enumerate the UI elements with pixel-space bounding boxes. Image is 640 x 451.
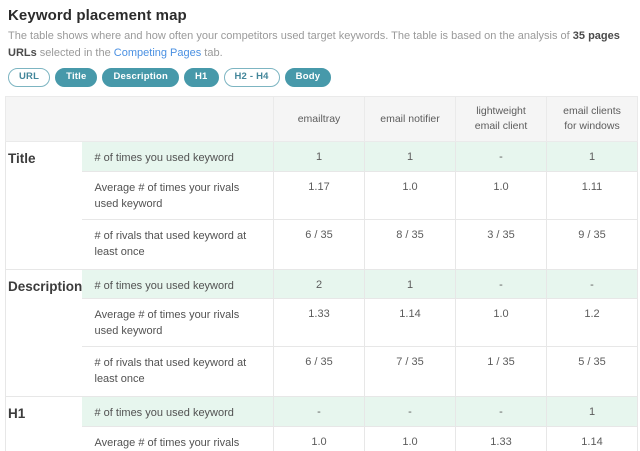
row-label: # of rivals that used keyword at least o… [81, 219, 274, 270]
cell-value: 1.0 [364, 171, 456, 220]
row-label: # of rivals that used keyword at least o… [81, 346, 274, 397]
cell-value: - [546, 269, 638, 299]
table-header-row: emailtray email notifier lightweight ema… [5, 96, 638, 142]
section-label-title: Title [5, 141, 82, 270]
page-title: Keyword placement map [8, 7, 187, 24]
cell-value: 1.33 [455, 426, 547, 451]
table-row: # of rivals that used keyword at least o… [6, 219, 638, 270]
section-label-h1: H1 [5, 396, 82, 451]
description-text-3: tab. [201, 47, 223, 59]
cell-value: - [455, 269, 547, 299]
row-label: # of times you used keyword [81, 269, 274, 299]
cell-value: 9 / 35 [546, 219, 638, 270]
row-label: # of times you used keyword [81, 396, 274, 427]
cell-value: 1.0 [364, 426, 456, 451]
table-row: Description # of times you used keyword … [5, 269, 638, 397]
page-description: The table shows where and how often your… [8, 28, 634, 62]
cell-value: 8 / 35 [364, 219, 456, 270]
competing-pages-link[interactable]: Competing Pages [113, 47, 202, 59]
cell-value: 1.17 [273, 171, 365, 220]
cell-value: 1.0 [455, 298, 547, 347]
keyword-column-header-emailtray: emailtray [273, 96, 365, 142]
table-row: H1 # of times you used keyword - - - 1 [5, 396, 638, 451]
description-pages-count: 35 pages URLs [8, 30, 620, 59]
cell-value: 1 [364, 269, 456, 299]
chip-h2-h4[interactable]: H2 - H4 [223, 68, 280, 87]
cell-value: 7 / 35 [364, 346, 456, 397]
table-row: Title # of times you used keyword 1 1 - … [5, 141, 638, 270]
cell-value: 1 [273, 141, 365, 172]
cell-value: 6 / 35 [273, 219, 365, 270]
cell-value: 1.11 [546, 171, 638, 220]
table-row: Average # of times your rivals used keyw… [6, 298, 638, 347]
row-label: Average # of times your rivals used keyw… [81, 298, 274, 347]
chip-h1[interactable]: H1 [183, 68, 219, 87]
keyword-placement-table: emailtray email notifier lightweight ema… [5, 96, 638, 451]
description-text-2: selected in the [36, 47, 114, 59]
cell-value: - [273, 396, 365, 427]
table-row: Average # of times your rivals used keyw… [6, 171, 638, 220]
cell-value: 1.14 [546, 426, 638, 451]
cell-value: 1.0 [273, 426, 365, 451]
section-label-description: Description [5, 269, 82, 397]
cell-value: - [455, 141, 547, 172]
cell-value: 1 / 35 [455, 346, 547, 397]
keyword-column-header-lightweight-email-client: lightweight email client [455, 96, 547, 142]
keyword-column-header-email-notifier: email notifier [364, 96, 456, 142]
chip-url[interactable]: URL [8, 68, 51, 87]
cell-value: 1 [364, 141, 456, 172]
chip-title[interactable]: Title [55, 68, 98, 87]
cell-value: 5 / 35 [546, 346, 638, 397]
cell-value: 1.2 [546, 298, 638, 347]
row-label: # of times you used keyword [81, 141, 274, 172]
row-label: Average # of times your rivals used keyw… [81, 171, 274, 220]
keyword-column-header-email-clients-for-windows: email clients for windows [546, 96, 638, 142]
cell-value: 2 [273, 269, 365, 299]
row-label: Average # of times your rivals used keyw… [81, 426, 274, 451]
cell-value: 6 / 35 [273, 346, 365, 397]
description-text-1: The table shows where and how often your… [8, 30, 573, 42]
chip-description[interactable]: Description [102, 68, 179, 87]
cell-value: 1.33 [273, 298, 365, 347]
cell-value: 1 [546, 396, 638, 427]
cell-value: 3 / 35 [455, 219, 547, 270]
keyword-placement-page: Keyword placement map The table shows wh… [0, 7, 640, 451]
cell-value: 1.14 [364, 298, 456, 347]
cell-value: 1.0 [455, 171, 547, 220]
cell-value: 1 [546, 141, 638, 172]
cell-value: - [364, 396, 456, 427]
table-corner-cell [5, 96, 274, 142]
chip-body[interactable]: Body [284, 68, 332, 87]
keyword-location-chips: URL Title Description H1 H2 - H4 Body [8, 68, 640, 87]
cell-value: - [455, 396, 547, 427]
table-row: # of rivals that used keyword at least o… [6, 346, 638, 397]
table-row: Average # of times your rivals used keyw… [6, 426, 638, 451]
